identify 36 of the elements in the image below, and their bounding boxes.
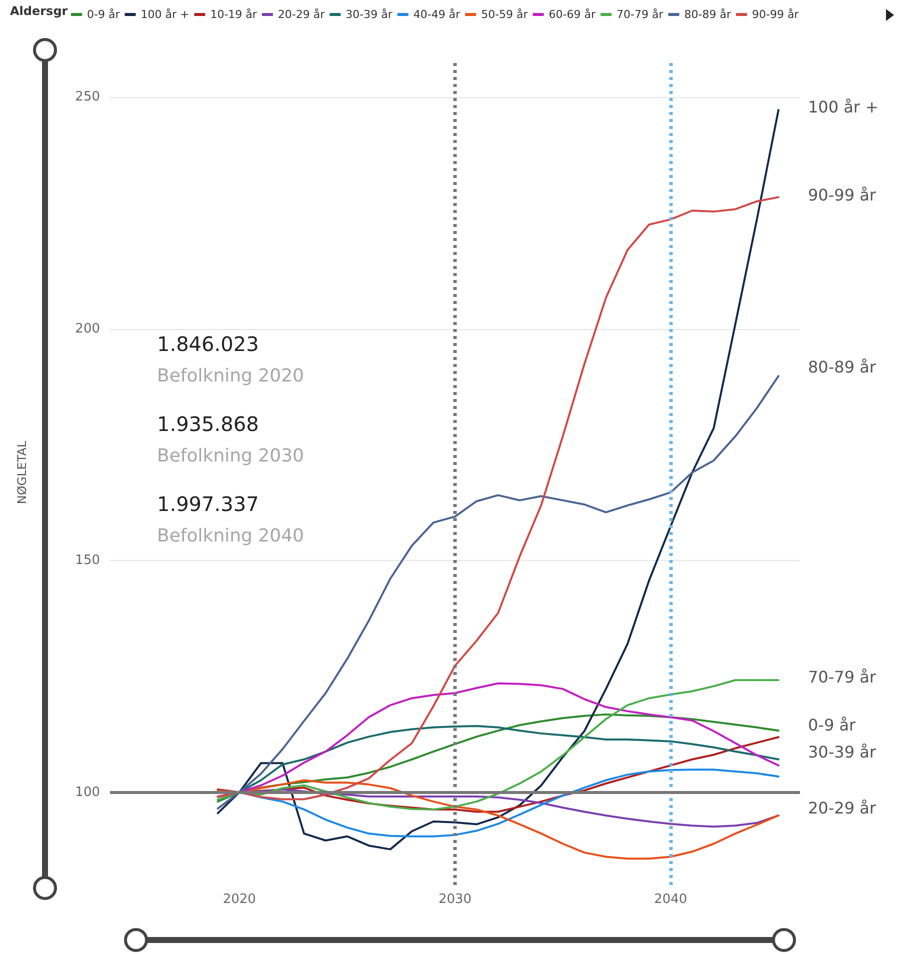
legend-label: 10-19 år <box>210 8 258 21</box>
legend-label: 60-69 år <box>548 8 596 21</box>
legend-label: 20-29 år <box>278 8 326 21</box>
legend-label: 30-39 år <box>346 8 393 21</box>
legend-label: 70-79 år <box>616 8 664 21</box>
legend-label: 90-99 år <box>752 8 800 21</box>
annotation: Befolkning 2020 <box>157 366 304 386</box>
y-tick-label: 200 <box>75 321 100 336</box>
legend-label: 50-59 år <box>481 8 528 21</box>
legend-label: 0-9 år <box>87 8 120 21</box>
legend-label: 40-49 år <box>413 8 461 21</box>
text: 20-29 år <box>808 798 876 818</box>
annotation: 1.935.868 <box>157 412 259 436</box>
legend-title: Aldersgr <box>10 4 68 18</box>
line-series <box>216 713 780 803</box>
y-axis-title: NØGLETAL <box>15 440 29 504</box>
y-tick-label: 150 <box>75 553 100 568</box>
text: 90-99 år <box>808 186 876 204</box>
x-tick-label: 2030 <box>438 892 472 907</box>
annotation: 1.846.023 <box>157 332 259 356</box>
legend-label: 80-89 år <box>684 8 732 21</box>
text: 70-79 år <box>808 668 876 686</box>
x-tick-label: 2020 <box>222 892 256 907</box>
y-tick-label: 250 <box>75 90 100 105</box>
legend-label: 100 år + <box>140 8 190 21</box>
text: 80-89 år <box>808 358 876 376</box>
y-tick-label: 100 <box>75 784 100 800</box>
line-series <box>216 736 780 813</box>
text: 100 år + <box>808 98 878 116</box>
annotation: 1.997.337 <box>157 492 259 516</box>
annotation: Befolkning 2030 <box>157 446 304 466</box>
line-series <box>216 779 780 860</box>
x-tick-label: 2040 <box>654 892 688 907</box>
text: 0-9 år <box>808 716 856 734</box>
annotation: Befolkning 2040 <box>157 526 304 546</box>
text: 30-39 år <box>808 742 876 762</box>
